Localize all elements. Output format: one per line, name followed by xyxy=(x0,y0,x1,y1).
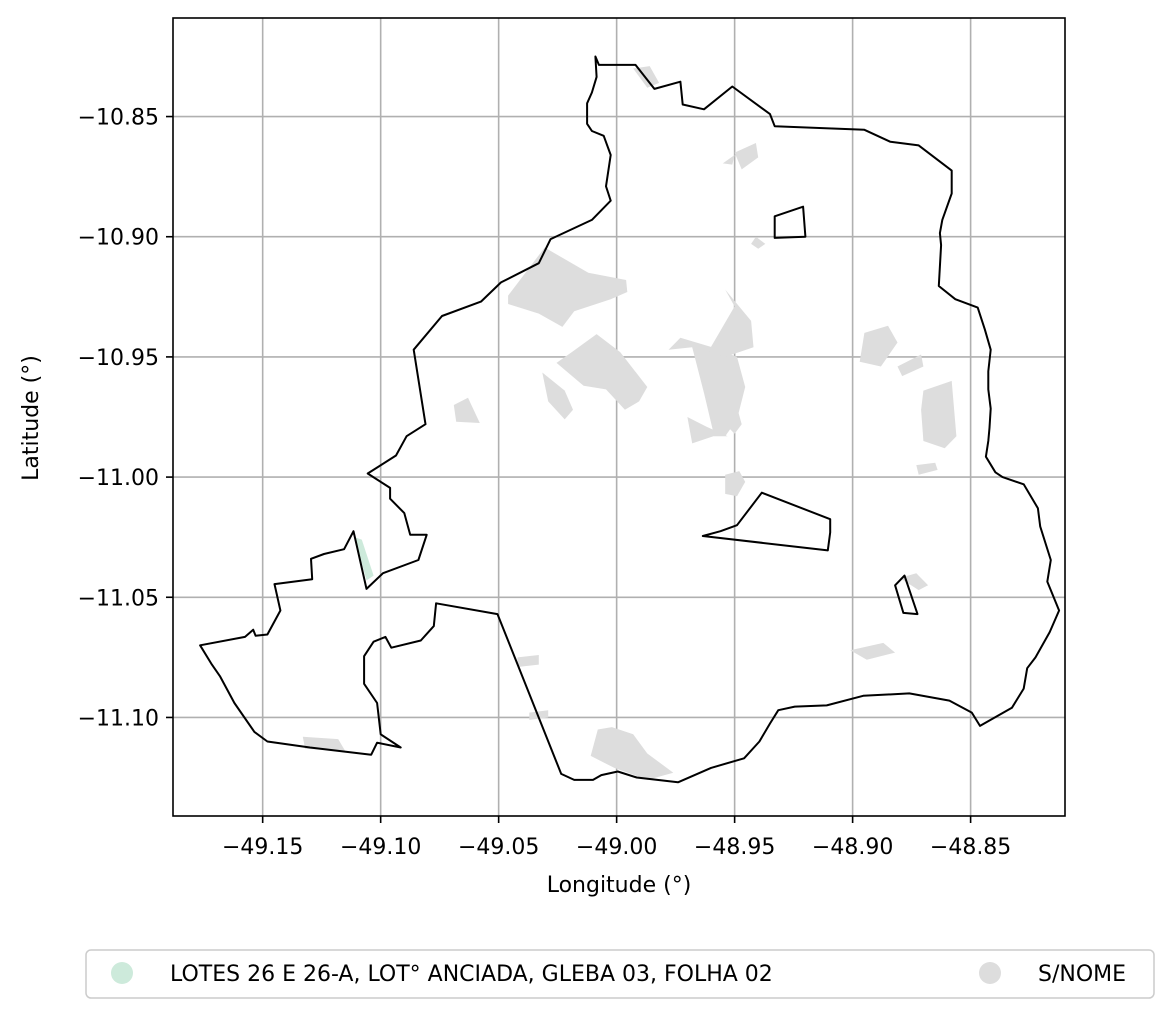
y-tick-label-1: −10.90 xyxy=(78,226,159,251)
boundary-layer xyxy=(199,55,1061,784)
parcel-s-nome-16 xyxy=(899,573,929,591)
parcel-s-nome-6 xyxy=(722,405,742,434)
legend-swatch-lotes-26 xyxy=(111,962,133,984)
legend-label-s-nome: S/NOME xyxy=(1038,962,1126,987)
legend-label-lotes-26: LOTES 26 E 26-A, LOT° ANCIADA, GLEBA 03,… xyxy=(170,962,773,987)
y-tick-label-4: −11.05 xyxy=(78,586,159,611)
inner-boundary-1 xyxy=(701,491,832,552)
parcel-s-nome-20 xyxy=(517,655,539,667)
axis-ticks: −49.15 −49.10 −49.05 −49.00 −48.95 −48.90 −48.… xyxy=(78,106,1012,860)
parcel-s-nome-14 xyxy=(734,143,759,170)
legend-box xyxy=(85,949,1155,999)
parcel-s-nome-10 xyxy=(897,354,924,377)
x-tick-label-5: −48.90 xyxy=(812,835,893,860)
parcel-s-nome-9 xyxy=(859,325,898,367)
parcel-s-nome-3 xyxy=(708,289,754,357)
parcel-s-nome-5 xyxy=(453,397,480,423)
parcel-s-nome-8 xyxy=(751,236,766,249)
y-axis-label: Latitude (°) xyxy=(19,355,44,481)
y-tick-label-3: −11.00 xyxy=(78,466,159,491)
parcel-lotes-26-0 xyxy=(354,537,374,581)
parcel-s-nome-17 xyxy=(850,642,896,660)
parcel-s-nome-13 xyxy=(725,471,746,497)
plot-frame xyxy=(172,17,1066,817)
legend-swatch-s-nome xyxy=(979,962,1001,984)
parcel-s-nome-12 xyxy=(916,462,938,475)
municipality-boundary xyxy=(199,55,1061,784)
parcel-s-nome-4 xyxy=(542,372,573,420)
parcel-s-nome-1 xyxy=(556,334,648,410)
y-tick-label-5: −11.10 xyxy=(78,706,159,731)
x-tick-label-1: −49.10 xyxy=(340,835,421,860)
x-tick-label-0: −49.15 xyxy=(222,835,303,860)
parcel-s-nome-11 xyxy=(921,380,957,449)
y-tick-label-0: −10.85 xyxy=(78,106,159,131)
legend: LOTES 26 E 26-A, LOT° ANCIADA, GLEBA 03,… xyxy=(85,949,1155,999)
x-tick-label-6: −48.85 xyxy=(930,835,1011,860)
x-tick-label-3: −49.00 xyxy=(576,835,657,860)
parcel-s-nome-0 xyxy=(508,247,628,327)
y-tick-label-2: −10.95 xyxy=(78,346,159,371)
inner-boundary-2 xyxy=(894,574,919,616)
parcel-s-nome-7 xyxy=(687,417,728,444)
x-axis-label: Longitude (°) xyxy=(547,873,692,898)
inner-boundary-0 xyxy=(773,205,807,239)
parcel-s-nome-18 xyxy=(590,727,674,780)
parcel-s-nome-15 xyxy=(722,155,735,165)
x-tick-label-2: −49.05 xyxy=(458,835,539,860)
parcel-layer xyxy=(302,66,957,780)
x-tick-label-4: −48.95 xyxy=(694,835,775,860)
